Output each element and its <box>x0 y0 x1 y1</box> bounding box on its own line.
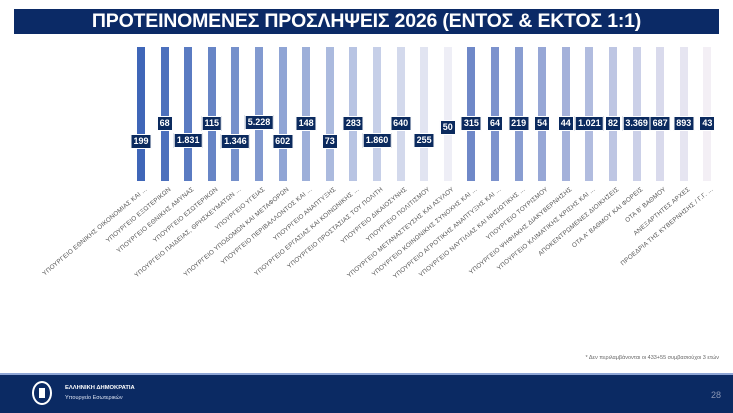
greek-emblem-icon <box>32 381 52 405</box>
data-label: 50 <box>439 120 456 135</box>
data-label: 43 <box>699 116 716 131</box>
data-label: 82 <box>604 116 622 131</box>
data-label: 64 <box>486 116 504 131</box>
data-label: 73 <box>321 134 338 149</box>
bar <box>538 47 547 181</box>
data-label: 1.860 <box>362 133 392 148</box>
bar <box>373 47 381 181</box>
data-label: 54 <box>534 116 551 131</box>
data-label: 1.021 <box>575 116 604 131</box>
data-label: 219 <box>508 116 530 131</box>
bar <box>491 47 499 181</box>
bar <box>632 47 641 181</box>
page-number: 28 <box>710 390 721 400</box>
bar <box>679 47 688 181</box>
category-label: ΟΤΑ Β' ΒΑΘΜΟΥ <box>624 186 668 225</box>
bar <box>160 47 169 181</box>
category-label: ΥΠΟΥΡΓΕΙΟ ΕΘΝΙΚΗΣ ΟΙΚΟΝΟΜΙΑΣ ΚΑΙ ... <box>41 186 149 278</box>
data-label: 3.369 <box>622 116 651 131</box>
data-label: 5.228 <box>244 115 274 130</box>
footnote: * Δεν περιλαμβάνονται οι 433+55 συμβασιο… <box>585 355 719 361</box>
bar-chart: 199 ΥΠΟΥΡΓΕΙΟ ΕΘΝΙΚΗΣ ΟΙΚΟΝΟΜΙΑΣ ΚΑΙ ... 6… <box>41 47 716 280</box>
bar <box>609 47 617 181</box>
bar <box>255 47 263 181</box>
bar <box>514 47 523 181</box>
bar <box>443 47 452 181</box>
bar <box>561 47 570 181</box>
data-label: 68 <box>156 116 173 131</box>
data-label: 283 <box>342 116 364 131</box>
footer-org: ΕΛΛΗΝΙΚΗ ΔΗΜΟΚΡΑΤΙΑ <box>65 385 135 391</box>
footer: ΕΛΛΗΝΙΚΗ ΔΗΜΟΚΡΑΤΙΑ Υπουργείο Εσωτερικών… <box>0 375 733 413</box>
bar <box>137 47 145 181</box>
slide-title: ΠΡΟΤΕΙΝΟΜΕΝΕΣ ΠΡΟΣΛΗΨΕΙΣ 2026 (ΕΝΤΟΣ & Ε… <box>14 9 719 34</box>
data-label: 1.831 <box>173 133 203 148</box>
data-label: 199 <box>130 134 152 149</box>
footer-ministry: Υπουργείο Εσωτερικών <box>65 395 123 401</box>
data-label: 640 <box>390 116 412 131</box>
bar <box>184 47 193 181</box>
data-label: 893 <box>673 116 695 131</box>
bar <box>396 47 405 181</box>
bar <box>349 47 358 181</box>
bar <box>467 47 476 181</box>
data-label: 44 <box>557 116 574 131</box>
data-label: 602 <box>272 134 294 149</box>
footer-divider <box>0 373 733 375</box>
bar <box>207 47 216 181</box>
data-label: 687 <box>649 116 671 131</box>
data-label: 115 <box>201 116 223 131</box>
data-label: 148 <box>295 116 317 131</box>
bar <box>585 47 594 181</box>
bar <box>278 47 287 181</box>
data-label: 255 <box>413 133 435 148</box>
data-label: 1.346 <box>221 134 250 149</box>
data-label: 315 <box>460 116 482 131</box>
bar <box>656 47 665 181</box>
bar <box>325 47 334 181</box>
bar <box>302 47 311 181</box>
bar <box>231 47 240 181</box>
bar <box>420 47 429 181</box>
bar <box>703 47 712 181</box>
